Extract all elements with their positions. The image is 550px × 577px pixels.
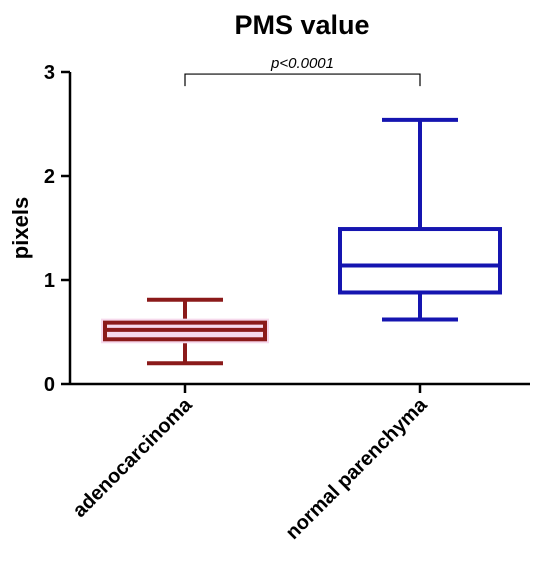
significance-label: p<0.0001: [270, 55, 334, 72]
y-axis-label: pixels: [8, 197, 33, 259]
box-iqr: [338, 227, 502, 295]
y-tick-label: 3: [44, 62, 55, 84]
y-tick-label: 1: [44, 270, 55, 292]
x-tick-label: adenocarcinoma: [69, 393, 198, 522]
x-tick-label: normal parenchyma: [282, 393, 433, 544]
y-tick-label: 0: [44, 374, 55, 396]
plot-area: 0 1 2 3 adenocarcinoma normal parenchyma p<0.0…: [44, 55, 530, 544]
significance-bracket: [184, 73, 421, 87]
chart-title: PMS value: [234, 10, 369, 40]
y-tick-label: 2: [44, 166, 55, 188]
